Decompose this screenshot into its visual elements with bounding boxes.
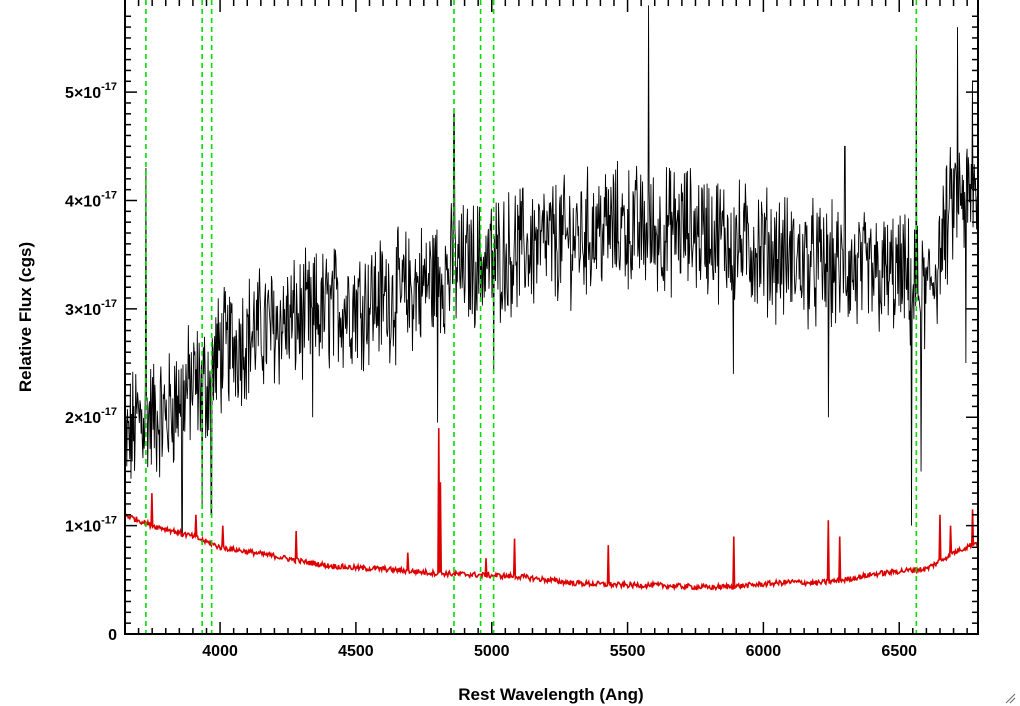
- y-tick-label: 4×10-17: [65, 189, 117, 210]
- series-line-0: [125, 5, 978, 537]
- y-tick-label: 1×10-17: [65, 515, 117, 536]
- y-tick-label: 5×10-17: [65, 81, 117, 102]
- series-line-1: [125, 428, 978, 592]
- x-tick-label: 5000: [474, 643, 510, 660]
- y-axis-label: Relative Flux (cgs): [16, 242, 35, 392]
- y-tick-label: 2×10-17: [65, 406, 117, 427]
- x-tick-label: 5500: [610, 643, 646, 660]
- x-axis-label: Rest Wavelength (Ang): [458, 685, 643, 704]
- x-tick-label: 4500: [338, 643, 374, 660]
- plot-area: [125, 0, 978, 634]
- y-tick-label: 0: [108, 627, 117, 644]
- y-tick-label: 3×10-17: [65, 298, 117, 319]
- x-tick-label: 6000: [746, 643, 782, 660]
- plot-frame: [124, 0, 979, 635]
- axes-frame: [124, 0, 979, 635]
- x-tick-label: 6500: [881, 643, 917, 660]
- x-tick-label: 4000: [202, 643, 238, 660]
- resize-grip-icon[interactable]: [1004, 692, 1016, 704]
- tick-group: 4000 4500 5000 5500 6000 6500 0 1×10-17 2×10-17 3…: [65, 0, 978, 660]
